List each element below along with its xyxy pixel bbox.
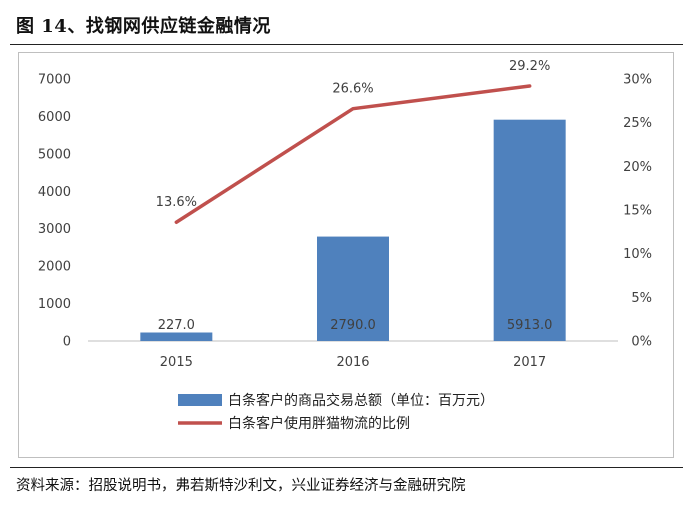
line-value-label: 13.6% (156, 195, 197, 210)
bar-2015 (140, 332, 213, 341)
left-tick-label: 4000 (38, 185, 71, 200)
left-tick-label: 5000 (38, 147, 71, 162)
left-tick-label: 0 (63, 335, 71, 350)
source-rule (10, 467, 683, 468)
line-value-label: 26.6% (332, 82, 373, 97)
category-label: 2017 (513, 355, 546, 370)
bar-2017 (493, 119, 566, 341)
bar-value-label: 227.0 (158, 318, 195, 333)
category-label: 2015 (160, 355, 193, 370)
right-tick-label: 20% (623, 160, 652, 175)
x-axis-categories: 2015 2016 2017 (160, 355, 546, 370)
bar-series (140, 119, 566, 341)
left-axis: 0 1000 2000 3000 4000 5000 6000 7000 (38, 73, 71, 350)
right-tick-label: 30% (623, 73, 652, 88)
source-note: 资料来源：招股说明书，弗若斯特沙利文，兴业证券经济与金融研究院 (16, 478, 466, 494)
title-rule (10, 44, 683, 45)
right-tick-label: 0% (631, 335, 652, 350)
line-value-label: 29.2% (509, 59, 550, 74)
legend: 白条客户的商品交易总额（单位：百万元） 白条客户使用胖猫物流的比例 (178, 392, 494, 432)
left-tick-label: 7000 (38, 73, 71, 88)
left-tick-label: 6000 (38, 110, 71, 125)
bar-data-labels: 227.0 2790.0 5913.0 (158, 318, 553, 333)
right-tick-label: 25% (623, 116, 652, 131)
legend-bar-label: 白条客户的商品交易总额（单位：百万元） (228, 392, 494, 409)
category-label: 2016 (336, 355, 369, 370)
right-tick-label: 5% (631, 291, 652, 306)
figure-title: 图 14、找钢网供应链金融情况 (16, 16, 271, 37)
legend-line-label: 白条客户使用胖猫物流的比例 (228, 415, 410, 432)
bar-value-label: 5913.0 (507, 318, 553, 333)
line-path (174, 84, 532, 224)
bar-value-label: 2790.0 (330, 318, 376, 333)
left-tick-label: 3000 (38, 222, 71, 237)
left-tick-label: 1000 (38, 297, 71, 312)
line-series (174, 84, 532, 224)
left-tick-label: 2000 (38, 260, 71, 275)
legend-bar-swatch (178, 394, 222, 406)
right-tick-label: 10% (623, 247, 652, 262)
right-axis: 0% 5% 10% 15% 20% 25% 30% (623, 73, 652, 350)
right-tick-label: 15% (623, 204, 652, 219)
line-data-labels: 13.6% 26.6% 29.2% (156, 59, 551, 210)
bar-2016 (317, 236, 389, 341)
